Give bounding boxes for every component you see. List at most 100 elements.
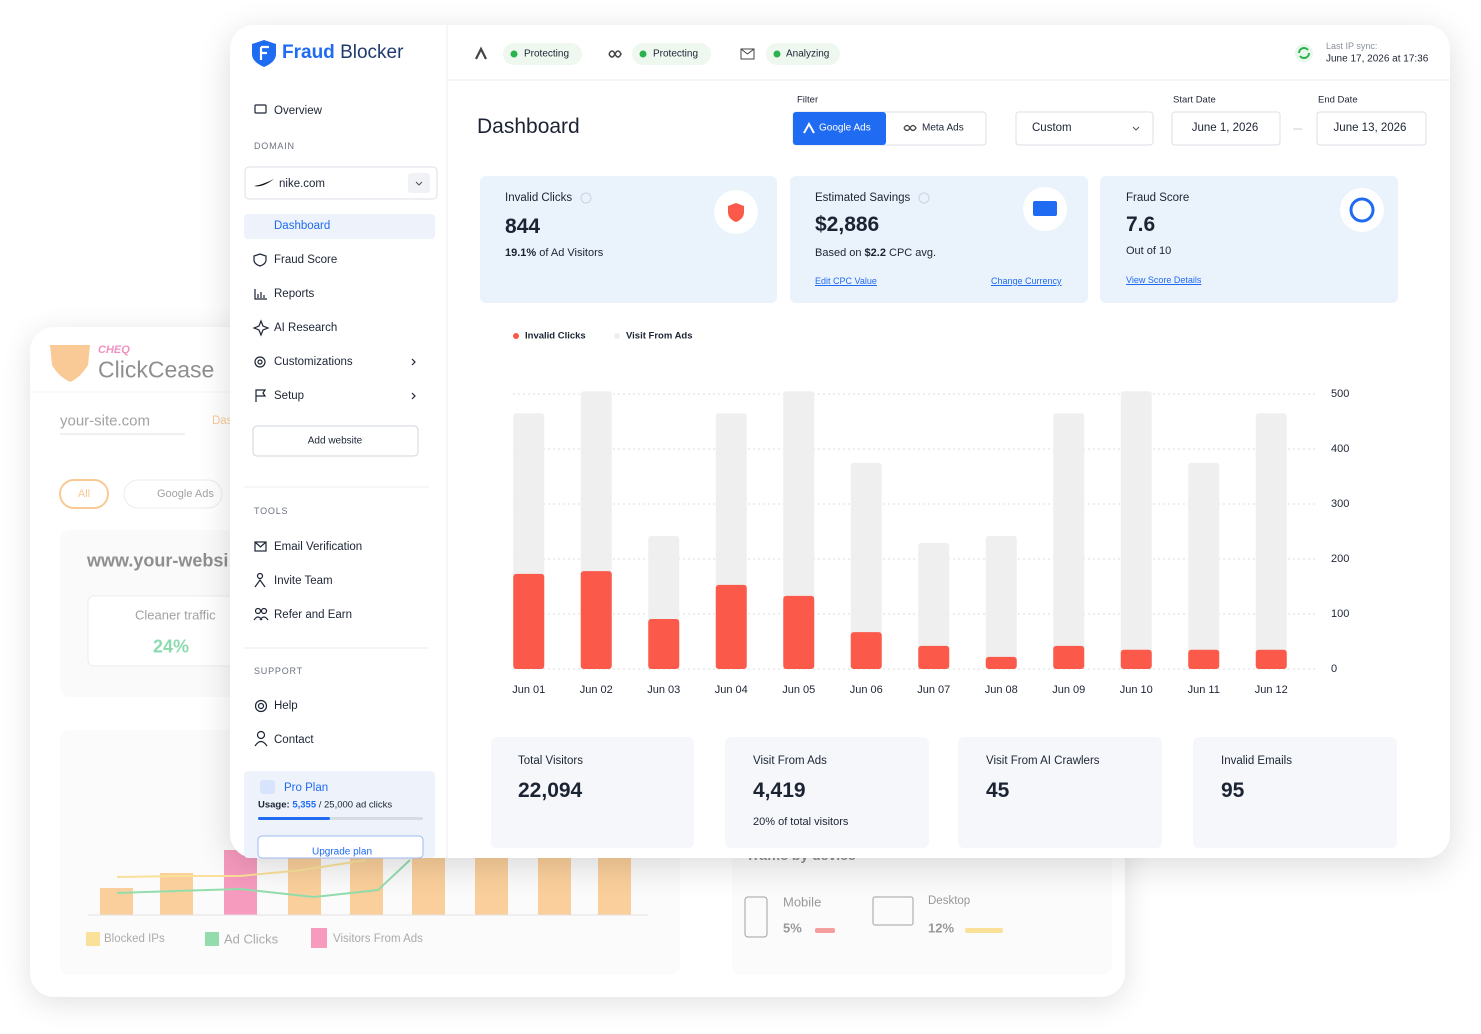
decor [254,104,267,114]
site-select: your-site.com [60,412,151,430]
bar [918,543,950,669]
bar [850,632,882,669]
add-website-button [252,425,419,457]
device-share: 12% [928,920,955,936]
stat-card [725,737,929,848]
plan-icon [260,780,275,794]
x-tick-label: Jun 06 [850,684,883,696]
source-filter-active [793,112,886,145]
date-input[interactable]: June 1, 2026 [1191,122,1259,134]
legend-swatch [86,932,100,946]
bar [1255,649,1287,669]
decor [254,740,268,747]
y-tick-label: 400 [1331,443,1349,455]
x-tick-label: Jun 04 [715,684,748,696]
decor [411,358,416,400]
domain-select[interactable]: nike.com [279,178,326,190]
status-label: Analyzing [786,48,830,60]
usage-used: 5,355 [292,799,317,811]
bar [1188,649,1220,669]
metric-card [790,176,1088,303]
cleaner-traffic-value: 24% [153,636,190,657]
add-website-button[interactable]: Add website [307,435,363,447]
bar [783,595,815,669]
device-share: 5% [783,920,802,936]
status-dot [639,50,647,58]
stat-label: Total Visitors [518,755,583,767]
stat-label: Visit From AI Crawlers [986,755,1100,767]
legend-label: Blocked IPs [104,933,165,945]
brand: Fraud Blocker [282,42,403,64]
decor [254,699,268,713]
date-input [1171,111,1281,146]
nav-item[interactable]: Fraud Score [274,254,338,266]
brand-bold: Fraud [282,42,335,63]
x-tick-label: Jun 07 [917,684,950,696]
decor [288,850,321,915]
bar [985,535,1017,669]
card-note: Based on $2.2 CPC avg. [815,247,936,259]
date-input[interactable]: June 13, 2026 [1333,122,1407,134]
nav-item[interactable]: Contact [274,734,314,746]
usage-fill [258,817,330,820]
legend-swatch [614,333,620,339]
phone-icon [744,896,768,938]
nav-item[interactable]: Refer and Earn [274,609,352,621]
decor [254,578,266,588]
date-label: End Date [1318,94,1358,106]
nav-item[interactable]: Overview [274,105,322,117]
status-pill [503,43,582,65]
decor [255,389,267,402]
x-tick-label: Jun 10 [1120,684,1153,696]
range-select[interactable]: Custom [1032,122,1072,134]
bar [1188,462,1220,669]
nav-item[interactable]: Dashboard [274,220,331,232]
nav-item[interactable]: Invite Team [274,575,333,587]
decor [598,850,631,915]
nav-item[interactable]: Setup [274,390,305,402]
bar [850,462,882,669]
help-icon [918,192,930,204]
nav-item[interactable]: Reports [274,288,315,300]
usage-limit: / 25,000 ad clicks [318,799,393,811]
legend-swatch [311,928,327,948]
status-dot [773,50,781,58]
upgrade-button [257,835,424,859]
x-tick-label: Jun 09 [1052,684,1085,696]
card-highlight: $2.2 [864,247,886,259]
nav-active [244,214,435,239]
source-filter-option[interactable]: Meta Ads [922,122,964,134]
card-link[interactable]: Change Currency [991,276,1062,286]
pill [123,479,223,509]
card-icon [1033,201,1057,216]
tab: Das [212,415,233,427]
decor [475,850,508,915]
device-name: Mobile [783,894,822,910]
upgrade-button[interactable]: Upgrade plan [311,846,373,858]
filter-pill: All [77,488,91,500]
sync-label: Last IP sync: [1326,41,1378,51]
legend-swatch [513,333,519,339]
card-link[interactable]: View Score Details [1126,275,1202,285]
stat-value: 22,094 [518,779,583,802]
source-filter-option[interactable]: Google Ads [819,122,871,134]
google-ads-icon [803,121,815,134]
nav-item[interactable]: Email Verification [274,541,363,553]
google-ads-icon [475,46,487,60]
decor [254,607,262,615]
nav-item[interactable]: Customizations [274,356,353,368]
nav-item[interactable]: Help [274,700,298,712]
card-note-text: of Ad Visitors [539,247,604,259]
stat-value: 45 [986,779,1010,802]
card-link[interactable]: Edit CPC Value [815,276,877,286]
decor [257,359,263,365]
x-tick-label: Jun 11 [1188,684,1220,696]
filter-label: Filter [797,94,819,106]
x-tick-label: Jun 08 [985,684,1018,696]
nav-item[interactable]: AI Research [274,322,338,334]
select-chevron [1132,126,1140,131]
section-heading: DOMAIN [254,141,295,151]
